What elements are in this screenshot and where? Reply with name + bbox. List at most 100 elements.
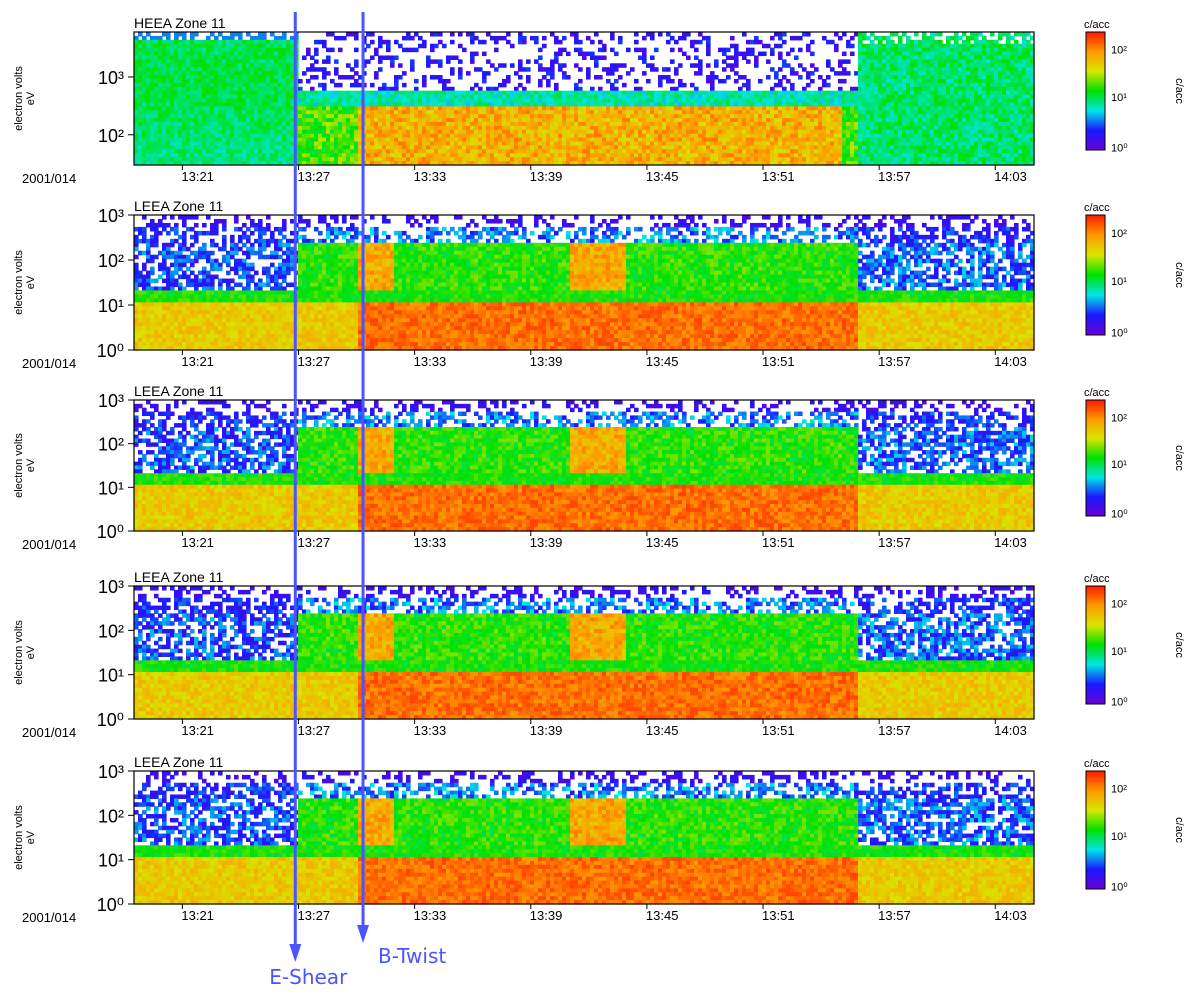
heatmap-cell: [758, 99, 763, 104]
heatmap-cell: [694, 48, 699, 53]
heatmap-cell: [402, 102, 407, 107]
heatmap-cell: [518, 110, 523, 115]
heatmap-cell: [370, 99, 375, 104]
heatmap-cell: [178, 106, 183, 111]
heatmap-cell: [374, 126, 379, 131]
heatmap-cell: [402, 91, 407, 96]
heatmap-cell: [706, 138, 711, 143]
heatmap-cell: [170, 138, 175, 143]
heatmap-cell: [238, 63, 243, 68]
heatmap-cell: [586, 149, 591, 154]
heatmap-cell: [830, 142, 835, 147]
heatmap-cell: [242, 95, 247, 100]
heatmap-cell: [598, 87, 603, 92]
heatmap-cell: [630, 122, 635, 127]
heatmap-cell: [190, 114, 195, 119]
heatmap-cell: [546, 142, 551, 147]
heatmap-cell: [234, 153, 239, 158]
heatmap-cell: [278, 126, 283, 131]
heatmap-cell: [630, 91, 635, 96]
heatmap-cell: [234, 32, 239, 37]
heatmap-cell: [674, 95, 679, 100]
heatmap-cell: [542, 110, 547, 115]
heatmap-cell: [694, 63, 699, 68]
heatmap-cell: [386, 48, 391, 53]
heatmap-cell: [138, 110, 143, 115]
heatmap-cell: [214, 55, 219, 60]
heatmap-cell: [666, 102, 671, 107]
heatmap-cell: [230, 63, 235, 68]
heatmap-cell: [610, 118, 615, 123]
heatmap-cell: [650, 110, 655, 115]
heatmap-cell: [314, 52, 319, 57]
heatmap-cell: [758, 95, 763, 100]
heatmap-cell: [562, 99, 567, 104]
heatmap-cell: [530, 145, 535, 150]
heatmap-cell: [698, 91, 703, 96]
heatmap-cell: [178, 130, 183, 135]
heatmap-cell: [178, 83, 183, 88]
heatmap-cell: [386, 91, 391, 96]
heatmap-cell: [390, 63, 395, 68]
heatmap-cell: [786, 95, 791, 100]
heatmap-cell: [562, 122, 567, 127]
heatmap-cell: [370, 145, 375, 150]
heatmap-cell: [134, 91, 139, 96]
heatmap-cell: [562, 142, 567, 147]
heatmap-cell: [722, 126, 727, 131]
heatmap-cell: [154, 118, 159, 123]
heatmap-cells: [134, 32, 1035, 166]
heatmap-cell: [838, 59, 843, 64]
heatmap-cell: [726, 126, 731, 131]
heatmap-cell: [566, 153, 571, 158]
heatmap-cell: [594, 63, 599, 68]
heatmap-cell: [834, 32, 839, 37]
heatmap-cell: [182, 118, 187, 123]
heatmap-cell: [506, 95, 511, 100]
heatmap-cell: [830, 126, 835, 131]
heatmap-cell: [650, 55, 655, 60]
heatmap-cell: [222, 63, 227, 68]
heatmap-cell: [414, 134, 419, 139]
heatmap-cell: [662, 134, 667, 139]
heatmap-cell: [398, 145, 403, 150]
heatmap-cell: [630, 110, 635, 115]
heatmap-cell: [390, 95, 395, 100]
heatmap-cell: [190, 40, 195, 45]
heatmap-cell: [434, 32, 439, 37]
heatmap-cell: [718, 138, 723, 143]
heatmap-cell: [734, 48, 739, 53]
heatmap-cell: [310, 118, 315, 123]
heatmap-cell: [526, 142, 531, 147]
heatmap-cell: [238, 48, 243, 53]
heatmap-cell: [730, 126, 735, 131]
heatmap-cell: [710, 110, 715, 115]
heatmap-cell: [446, 59, 451, 64]
heatmap-cell: [266, 134, 271, 139]
heatmap-cell: [478, 114, 483, 119]
heatmap-cell: [522, 157, 527, 162]
heatmap-cell: [282, 44, 287, 49]
heatmap-cell: [506, 130, 511, 135]
heatmap-cell: [198, 52, 203, 57]
heatmap-cell: [814, 153, 819, 158]
heatmap-cell: [250, 79, 255, 84]
heatmap-cell: [806, 149, 811, 154]
heatmap-cell: [182, 134, 187, 139]
heatmap-cell: [658, 32, 663, 37]
heatmap-cell: [258, 36, 263, 41]
heatmap-cell: [166, 138, 171, 143]
heatmap-cell: [142, 87, 147, 92]
heatmap-cell: [402, 71, 407, 76]
heatmap-cell: [566, 157, 571, 162]
heatmap-cell: [790, 130, 795, 135]
heatmap-cell: [514, 118, 519, 123]
heatmap-cell: [482, 79, 487, 84]
heatmap-cell: [586, 142, 591, 147]
heatmap-cell: [234, 157, 239, 162]
heatmap-cell: [838, 142, 843, 147]
heatmap-cell: [194, 79, 199, 84]
heatmap-cell: [570, 99, 575, 104]
heatmap-cell: [590, 95, 595, 100]
heatmap-cell: [318, 110, 323, 115]
